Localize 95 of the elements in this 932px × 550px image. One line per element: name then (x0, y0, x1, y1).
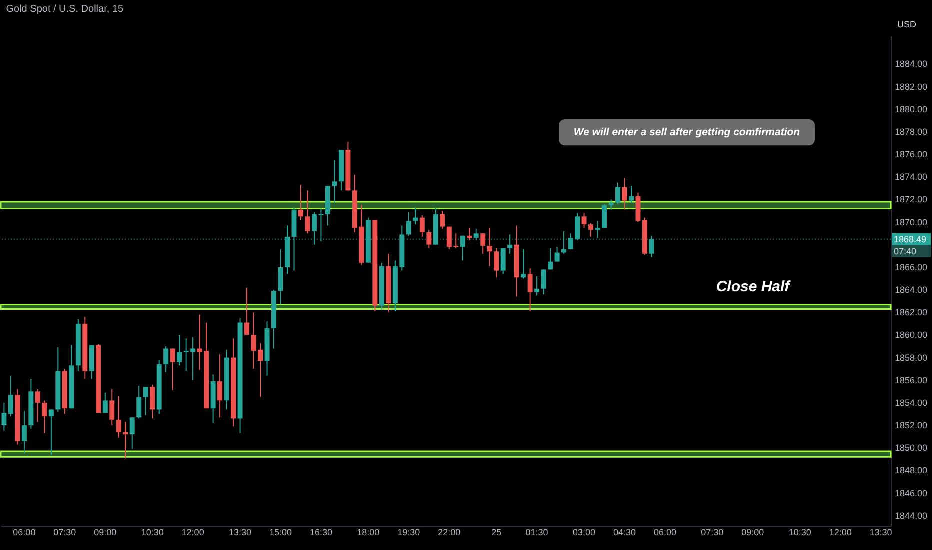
x-tick-label: 15:00 (269, 528, 292, 538)
x-tick-label: 01:30 (526, 528, 548, 538)
x-tick-label: 06:00 (13, 528, 36, 538)
annotation: We will enter a sell after getting comfirmation (574, 126, 800, 139)
candlestick (136, 386, 142, 420)
candlestick (218, 354, 223, 418)
y-tick-label: 1848.00 (895, 466, 928, 476)
x-tick-label: 07:30 (54, 528, 76, 538)
candlestick (116, 396, 122, 438)
candlestick (508, 234, 513, 254)
x-tick-label: 09:00 (94, 528, 117, 538)
candlestick (22, 410, 27, 454)
y-tick-label: 1862.00 (895, 308, 928, 318)
x-tick-label: 12:00 (182, 528, 204, 538)
y-tick-label: 1882.00 (895, 82, 928, 92)
y-tick-label: 1872.00 (895, 194, 928, 205)
candlestick (130, 417, 135, 450)
text: 07:40 (894, 246, 917, 256)
y-tick-label: 1858.00 (895, 352, 928, 363)
annotation: Close Half (716, 278, 792, 296)
candlestick (615, 182, 620, 205)
candlestick (608, 199, 614, 210)
x-tick-label: 10:30 (788, 528, 812, 538)
chart-title: Gold Spot / U.S. Dollar, 15 (6, 4, 124, 15)
candlestick (521, 248, 526, 280)
candlestick (8, 375, 14, 417)
x-tick-label: 07:30 (701, 528, 724, 538)
candlestick (588, 222, 594, 238)
candlestick (460, 235, 466, 262)
candlestick (548, 248, 554, 270)
candlestick (474, 228, 479, 241)
candlestick (143, 386, 148, 416)
candlestick (164, 346, 169, 373)
y-tick-label: 1880.00 (895, 104, 928, 114)
candlestick (528, 268, 533, 312)
candlestick (534, 276, 540, 296)
candlestick (406, 212, 412, 236)
candlestick (278, 248, 284, 306)
ref-line-label: 1868.49 (894, 234, 927, 244)
candlestick (298, 184, 304, 221)
candlestick (177, 334, 182, 366)
candlestick (649, 235, 654, 258)
candlestick (305, 190, 310, 234)
candlestick (170, 348, 176, 392)
x-tick-label: 13:30 (229, 528, 252, 538)
candlestick (244, 287, 250, 336)
x-tick-label: 12:00 (829, 528, 852, 538)
candlestick (541, 269, 546, 296)
candlestick (42, 400, 48, 434)
candlestick (494, 248, 500, 278)
x-tick-label: 04:30 (613, 528, 636, 538)
y-tick-label: 1870.00 (895, 217, 928, 228)
y-tick-label: 1852.00 (895, 420, 928, 431)
y-tick-label: 1878.00 (895, 126, 928, 137)
x-tick-label: 03:00 (573, 528, 596, 538)
candlestick (426, 230, 432, 249)
x-tick-label: 18:00 (357, 528, 380, 538)
candlestick (480, 233, 486, 254)
candlestick (582, 212, 587, 228)
candlestick (440, 210, 446, 230)
candlestick (562, 230, 567, 254)
y-tick-label: 1874.00 (895, 172, 928, 182)
y-tick-label: 1846.00 (895, 488, 928, 498)
candlestick (628, 186, 634, 204)
candlestick (554, 246, 560, 262)
x-tick-label: 16:30 (310, 528, 332, 538)
y-tick-label: 1884.00 (895, 59, 928, 70)
y-tick-label: 1860.00 (895, 330, 928, 340)
candlestick (420, 215, 425, 238)
candlestick (102, 392, 108, 414)
y-tick-label: 1844.00 (895, 510, 928, 521)
y-tick-label: 1850.00 (895, 443, 928, 454)
y-tick-label: 1864.00 (895, 285, 928, 296)
candlestick (487, 227, 492, 267)
y-axis-title: USD (898, 20, 917, 30)
y-tick-label: 1866.00 (895, 262, 928, 272)
candlestick (2, 402, 7, 432)
candlestick (622, 178, 628, 210)
x-tick-label: 06:00 (654, 528, 676, 538)
candlestick (35, 388, 40, 423)
x-tick-label: 09:00 (742, 528, 764, 538)
x-tick-label: 19:30 (398, 528, 420, 538)
x-tick-label: 10:30 (141, 528, 164, 538)
y-tick-label: 1856.00 (895, 375, 928, 386)
candlestick (110, 388, 115, 426)
candlestick (150, 384, 156, 420)
x-tick-label: 22:00 (438, 528, 461, 538)
y-tick-label: 1854.00 (895, 398, 928, 408)
candlestick (48, 409, 54, 456)
candlestick (332, 160, 338, 204)
y-tick-label: 1876.00 (895, 150, 928, 160)
x-tick-label: 25 (492, 528, 502, 538)
candlestick (602, 204, 608, 228)
x-tick-label: 13:30 (870, 528, 892, 538)
candlestick (500, 248, 506, 275)
